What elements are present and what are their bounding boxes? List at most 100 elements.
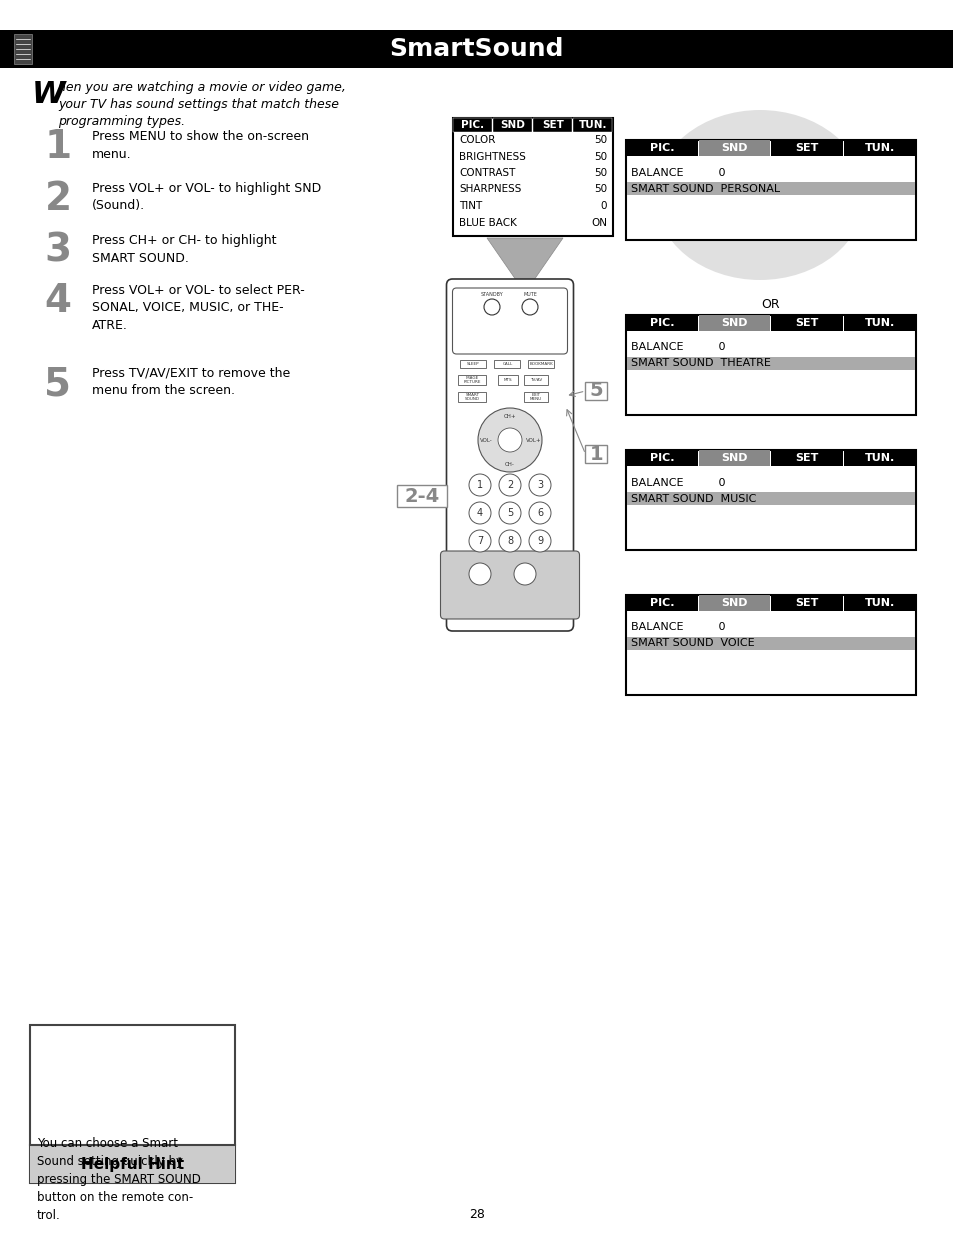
Bar	[585, 382, 607, 400]
FancyBboxPatch shape	[440, 551, 578, 619]
Bar	[626, 492, 914, 505]
Text: 8: 8	[506, 536, 513, 546]
Bar	[497, 375, 517, 385]
Bar	[585, 445, 607, 463]
Bar	[0, 30, 953, 68]
Bar	[397, 485, 447, 508]
Text: SMART SOUND  MUSIC: SMART SOUND MUSIC	[630, 494, 756, 504]
Bar	[458, 391, 486, 403]
Bar	[494, 359, 520, 368]
Bar	[533, 119, 572, 132]
Bar	[843, 595, 915, 611]
Text: hen you are watching a movie or video game,
your TV has sound settings that matc: hen you are watching a movie or video ga…	[58, 82, 346, 128]
Circle shape	[529, 474, 551, 496]
Text: SET: SET	[795, 598, 818, 608]
Text: BALANCE          0: BALANCE 0	[630, 342, 724, 352]
Text: TUN.: TUN.	[863, 317, 894, 329]
Text: CONTRAST: CONTRAST	[458, 168, 515, 178]
Circle shape	[469, 474, 491, 496]
Bar	[771, 595, 842, 611]
Text: 1: 1	[45, 128, 71, 165]
Text: 4: 4	[476, 508, 482, 517]
Text: SND: SND	[720, 598, 747, 608]
Text: SND: SND	[720, 317, 747, 329]
Text: W: W	[32, 80, 66, 109]
Bar	[625, 140, 915, 240]
Text: TUN.: TUN.	[863, 143, 894, 153]
Text: TINT: TINT	[458, 201, 482, 211]
Ellipse shape	[655, 110, 864, 280]
Text: Press CH+ or CH- to highlight
SMART SOUND.: Press CH+ or CH- to highlight SMART SOUN…	[91, 233, 276, 264]
Text: 7: 7	[476, 536, 482, 546]
Bar	[523, 375, 547, 385]
Text: PIC.: PIC.	[461, 120, 484, 130]
Bar	[30, 1025, 234, 1183]
Text: BALANCE          0: BALANCE 0	[630, 622, 724, 632]
Bar	[843, 315, 915, 331]
Polygon shape	[486, 238, 562, 293]
Text: TUN.: TUN.	[863, 453, 894, 463]
Bar	[771, 140, 842, 156]
Text: Helpful Hint: Helpful Hint	[81, 1156, 184, 1172]
Circle shape	[497, 429, 521, 452]
Bar	[626, 140, 698, 156]
Bar	[626, 450, 698, 466]
Text: VOL-: VOL-	[479, 437, 492, 442]
Text: Press MENU to show the on-screen
menu.: Press MENU to show the on-screen menu.	[91, 130, 309, 161]
Text: ON: ON	[590, 217, 606, 227]
Text: SET: SET	[795, 453, 818, 463]
Text: 3: 3	[45, 232, 71, 270]
Text: BOOKMARK: BOOKMARK	[529, 362, 553, 366]
Text: SMART SOUND  THEATRE: SMART SOUND THEATRE	[630, 358, 770, 368]
Text: 2: 2	[45, 180, 71, 219]
Text: SMART SOUND  PERSONAL: SMART SOUND PERSONAL	[630, 184, 780, 194]
Circle shape	[529, 501, 551, 524]
Bar	[453, 119, 613, 236]
Text: SND: SND	[720, 143, 747, 153]
Text: TUN.: TUN.	[578, 120, 607, 130]
Bar	[625, 450, 915, 550]
Circle shape	[477, 408, 541, 472]
Bar	[453, 119, 492, 132]
Bar	[493, 119, 532, 132]
Text: SET: SET	[795, 317, 818, 329]
Bar	[458, 375, 486, 385]
Text: MTS: MTS	[503, 378, 512, 382]
Circle shape	[469, 501, 491, 524]
Circle shape	[521, 299, 537, 315]
Text: STANDBY: STANDBY	[480, 291, 503, 296]
Text: CH-: CH-	[504, 462, 515, 467]
Text: You can choose a Smart
Sound setting quickly by
pressing the SMART SOUND
button : You can choose a Smart Sound setting qui…	[37, 1137, 201, 1221]
Text: PIC.: PIC.	[649, 453, 674, 463]
Text: 50: 50	[594, 184, 606, 194]
Bar	[573, 119, 612, 132]
Text: 6: 6	[537, 508, 542, 517]
Text: 2-4: 2-4	[404, 487, 439, 505]
Bar	[699, 595, 770, 611]
Text: Press VOL+ or VOL- to select PER-
SONAL, VOICE, MUSIC, or THE-
ATRE.: Press VOL+ or VOL- to select PER- SONAL,…	[91, 284, 304, 332]
Bar	[843, 140, 915, 156]
Bar	[523, 391, 547, 403]
Text: CH+: CH+	[503, 414, 516, 419]
Text: SET: SET	[541, 120, 563, 130]
Text: 0: 0	[599, 201, 606, 211]
Circle shape	[469, 530, 491, 552]
Circle shape	[498, 474, 520, 496]
Text: SND: SND	[720, 453, 747, 463]
Circle shape	[498, 501, 520, 524]
Text: PIC.: PIC.	[649, 598, 674, 608]
Text: 9: 9	[537, 536, 542, 546]
Text: CALL: CALL	[502, 362, 512, 366]
Text: 2: 2	[506, 480, 513, 490]
Text: Press TV/AV/EXIT to remove the
menu from the screen.: Press TV/AV/EXIT to remove the menu from…	[91, 367, 290, 398]
FancyBboxPatch shape	[452, 288, 567, 354]
Text: 5: 5	[45, 366, 71, 403]
Text: EXIT
MENU: EXIT MENU	[529, 393, 541, 401]
Text: 50: 50	[594, 168, 606, 178]
Bar	[626, 315, 698, 331]
Text: VOL+: VOL+	[526, 437, 541, 442]
Circle shape	[469, 563, 491, 585]
Bar	[14, 35, 32, 64]
Bar	[625, 315, 915, 415]
Text: SmartSound: SmartSound	[390, 37, 563, 61]
